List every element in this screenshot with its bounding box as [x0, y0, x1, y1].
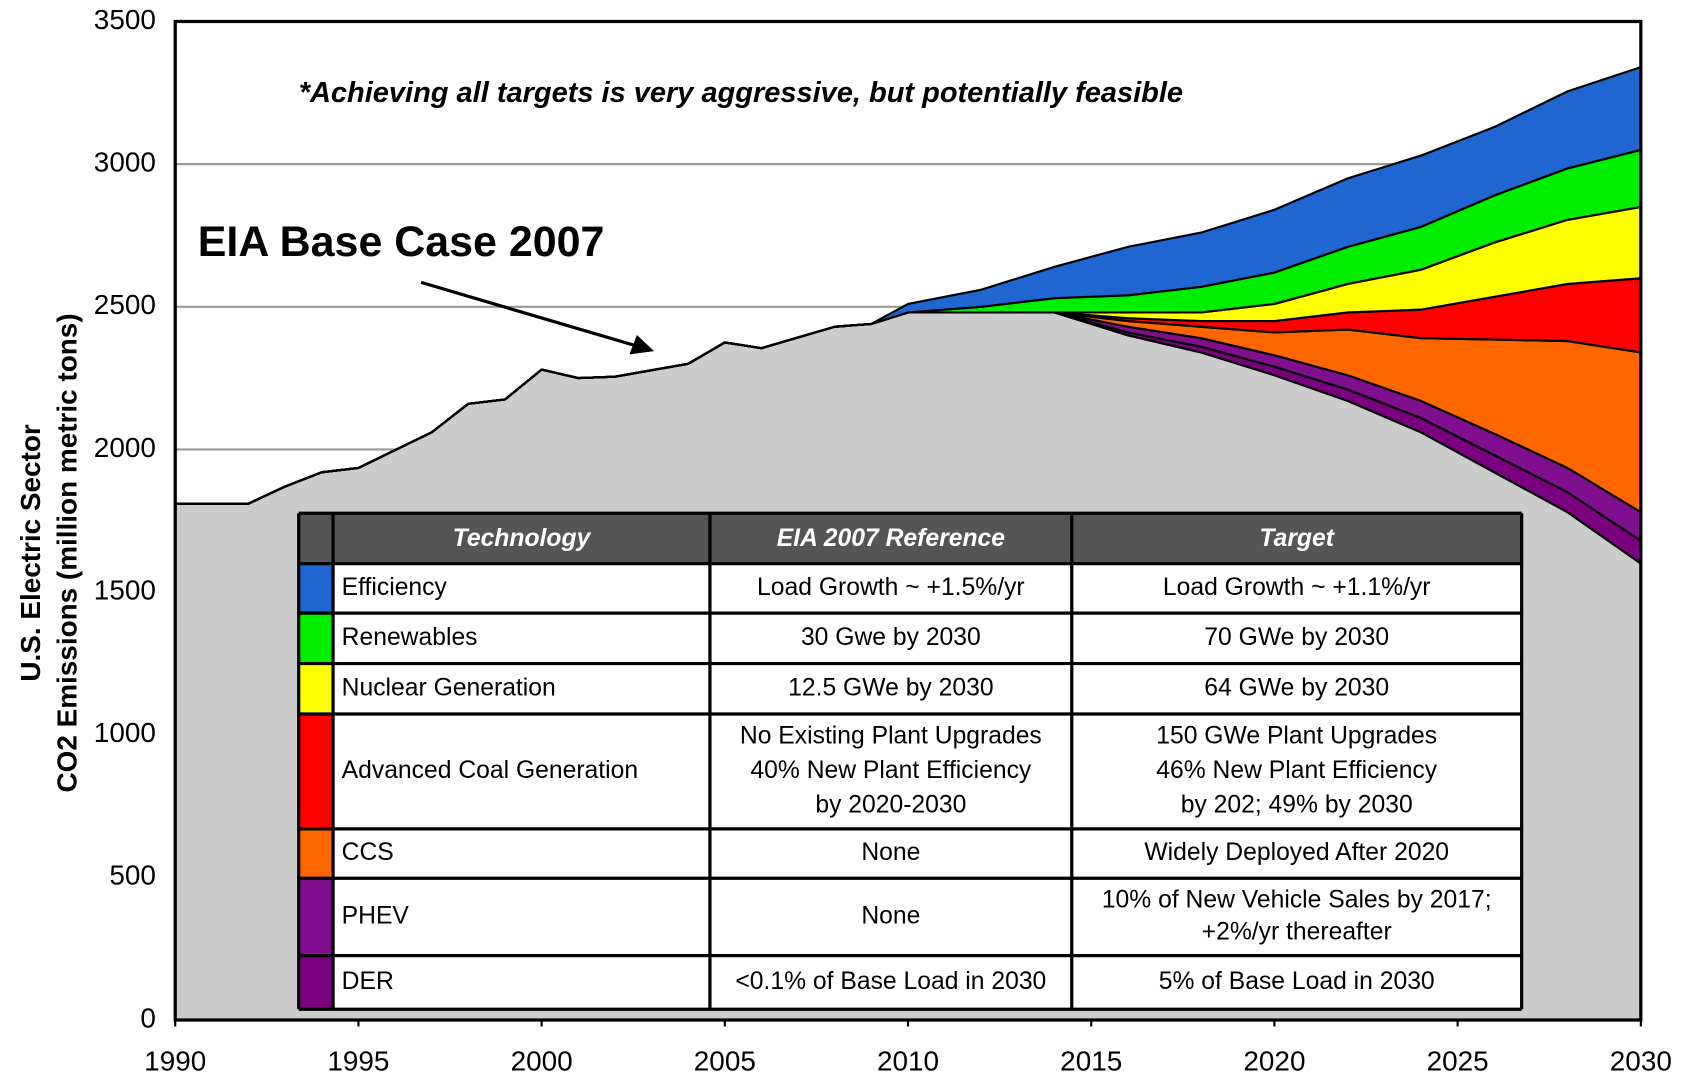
arrow-head [629, 334, 655, 355]
table-cell: 12.5 GWe by 2030 [788, 674, 993, 701]
x-tick-label: 2005 [694, 1045, 756, 1076]
x-tick-label: 1990 [144, 1045, 206, 1076]
legend-swatch [298, 714, 334, 829]
table-cell: by 2020-2030 [815, 791, 966, 818]
annotation: EIA Base Case 2007 [198, 218, 605, 266]
x-tick-label: 2025 [1427, 1045, 1489, 1076]
annotation-arrow [420, 280, 637, 348]
legend-swatch [298, 955, 334, 1010]
table-header: Technology [453, 525, 592, 552]
legend-label: CCS [342, 839, 394, 866]
table-cell: Widely Deployed After 2020 [1144, 839, 1449, 866]
legend-swatch [298, 828, 334, 879]
legend-label: Efficiency [342, 574, 448, 601]
table-cell: No Existing Plant Upgrades [740, 723, 1042, 750]
y-tick-label: 1000 [94, 717, 156, 748]
x-tick-label: 2015 [1060, 1045, 1122, 1076]
table-header: EIA 2007 Reference [777, 525, 1006, 552]
table-bg [298, 513, 1522, 1010]
x-tick-label: 1995 [327, 1045, 389, 1076]
table-cell: 40% New Plant Efficiency [750, 757, 1032, 784]
y-axis-label: CO2 Emissions (million metric tons) [51, 313, 82, 792]
legend-label: Advanced Coal Generation [342, 757, 638, 784]
table-cell: None [861, 839, 920, 866]
legend-swatch [298, 878, 334, 956]
table-header-bg [298, 513, 1522, 564]
plot-frame [173, 19, 1643, 1022]
x-tick-label: 2010 [877, 1045, 939, 1076]
table-header: Target [1259, 525, 1335, 552]
table-cell: 70 GWe by 2030 [1204, 624, 1389, 651]
table-cell: 5% of Base Load in 2030 [1159, 968, 1435, 995]
table-cell: None [861, 902, 920, 929]
table-cell: Load Growth ~ +1.1%/yr [1163, 574, 1431, 601]
table-cell: 64 GWe by 2030 [1204, 674, 1389, 701]
table-cell: by 202; 49% by 2030 [1181, 791, 1413, 818]
y-tick-label: 1500 [94, 574, 156, 605]
legend-label: PHEV [342, 902, 410, 929]
table-cell: 30 Gwe by 2030 [801, 624, 981, 651]
table-cell: 46% New Plant Efficiency [1156, 757, 1438, 784]
table-cell: +2%/yr thereafter [1202, 919, 1392, 946]
legend-label: Renewables [342, 624, 478, 651]
y-tick-label: 3000 [94, 146, 156, 177]
y-tick-label: 3500 [94, 4, 156, 35]
legend-swatch [298, 663, 334, 715]
y-tick-label: 2000 [94, 432, 156, 463]
legend-label: Nuclear Generation [342, 674, 556, 701]
table-cell: <0.1% of Base Load in 2030 [735, 968, 1046, 995]
x-tick-label: 2020 [1243, 1045, 1305, 1076]
y-tick-label: 0 [140, 1002, 156, 1033]
x-tick-label: 2000 [511, 1045, 573, 1076]
legend-label: DER [342, 968, 394, 995]
legend-swatch [298, 563, 334, 614]
x-tick-label: 2030 [1610, 1045, 1672, 1076]
y-tick-label: 500 [109, 860, 156, 891]
note: *Achieving all targets is very aggressiv… [299, 77, 1183, 109]
legend-swatch [298, 613, 334, 664]
table-cell: 150 GWe Plant Upgrades [1156, 723, 1437, 750]
y-tick-label: 2500 [94, 289, 156, 320]
table-cell: Load Growth ~ +1.5%/yr [757, 574, 1025, 601]
y-axis-label: U.S. Electric Sector [15, 424, 46, 682]
table-cell: 10% of New Vehicle Sales by 2017; [1102, 886, 1492, 913]
